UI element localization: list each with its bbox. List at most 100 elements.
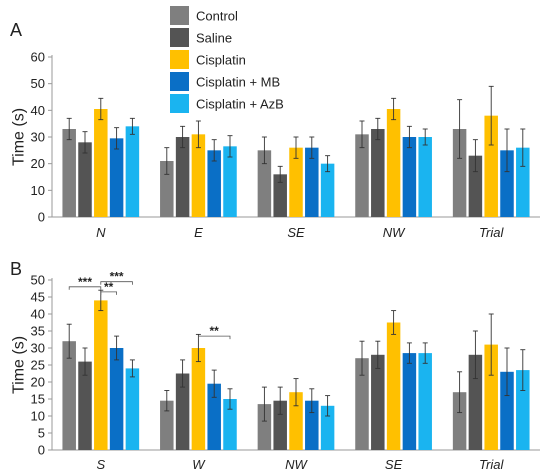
legend-swatch <box>170 94 189 113</box>
bar <box>257 404 272 450</box>
y-axis-title: Time (s) <box>11 108 28 166</box>
legend-label: Saline <box>196 31 232 46</box>
bar <box>468 354 483 450</box>
significance-label: ** <box>210 324 220 338</box>
y-tick-label: 30 <box>31 341 45 356</box>
y-tick-label: 0 <box>38 210 45 225</box>
significance-bracket <box>68 286 102 290</box>
legend-label: Cisplatin + MB <box>196 75 280 90</box>
bar <box>484 344 498 450</box>
bar <box>516 147 530 217</box>
y-tick-label: 50 <box>31 76 45 91</box>
significance-bracket <box>198 335 231 340</box>
bar <box>500 150 514 217</box>
bar <box>160 400 174 450</box>
category-label: Trial <box>479 225 504 240</box>
y-tick-label: 20 <box>31 156 45 171</box>
category-label: NW <box>285 457 308 472</box>
y-tick-label: 10 <box>31 183 45 198</box>
bar <box>500 371 514 450</box>
legend-label: Control <box>196 9 238 24</box>
category-label: E <box>194 225 203 240</box>
bar <box>371 129 385 217</box>
bar <box>223 399 237 450</box>
legend-swatch <box>170 6 189 25</box>
category-label: N <box>96 225 106 240</box>
legend-swatch <box>170 28 189 47</box>
bar <box>355 134 369 217</box>
significance-label: *** <box>110 270 124 284</box>
legend-swatch <box>170 72 189 91</box>
legend: Control Saline Cisplatin Cisplatin + MB Cisp… <box>170 6 284 113</box>
y-tick-label: 50 <box>31 273 45 288</box>
bar <box>175 373 190 450</box>
panel-a: A Time (s) 0 10 20 30 40 50 60 N E SE NW Trial <box>10 20 540 240</box>
bar <box>371 354 385 450</box>
y-tick-label: 30 <box>31 130 45 145</box>
y-tick-label: 60 <box>31 50 45 65</box>
bar <box>125 368 140 450</box>
category-label: S <box>96 457 105 472</box>
bar <box>305 400 319 450</box>
bar <box>78 361 92 450</box>
category-label: W <box>192 457 206 472</box>
bar <box>484 115 498 217</box>
legend-label: Cisplatin + AzB <box>196 97 284 112</box>
bar <box>273 400 287 450</box>
panel-label: B <box>10 259 22 279</box>
bar <box>207 150 221 217</box>
bar <box>207 383 221 450</box>
y-tick-label: 40 <box>31 103 45 118</box>
bar <box>257 150 272 217</box>
bar <box>175 137 190 217</box>
bar <box>223 146 237 217</box>
bar <box>289 147 303 217</box>
bar <box>418 353 432 450</box>
bar <box>468 155 483 217</box>
bar <box>160 161 174 217</box>
category-label: Trial <box>479 457 504 472</box>
bar <box>289 392 303 450</box>
bar <box>320 163 335 217</box>
bar <box>402 137 417 217</box>
bar <box>305 147 319 217</box>
bar <box>418 137 432 217</box>
y-tick-label: 20 <box>31 375 45 390</box>
bar <box>355 358 369 450</box>
significance-bracket <box>100 281 133 285</box>
significance-bracket <box>100 291 117 295</box>
bar <box>94 300 108 450</box>
category-label: SE <box>287 225 305 240</box>
bar <box>452 129 467 217</box>
bar <box>109 138 124 217</box>
bar <box>78 142 92 217</box>
bar <box>125 126 140 217</box>
significance-label: *** <box>78 275 92 289</box>
y-tick-label: 25 <box>31 358 45 373</box>
legend-label: Cisplatin <box>196 53 246 68</box>
y-tick-label: 0 <box>38 443 45 458</box>
y-tick-label: 10 <box>31 409 45 424</box>
bar <box>273 174 287 217</box>
y-tick-label: 45 <box>31 290 45 305</box>
category-label: SE <box>385 457 403 472</box>
panel-b: B Time (s) 0 5 10 15 20 25 30 35 40 45 50 S W NW SE Trial… <box>10 259 540 472</box>
bar <box>191 348 206 450</box>
bar <box>386 109 401 217</box>
bar <box>191 134 206 217</box>
bar <box>516 370 530 450</box>
panel-label: A <box>10 20 22 40</box>
bar <box>62 341 76 450</box>
bar <box>109 348 124 450</box>
bar <box>386 322 401 450</box>
bar <box>94 109 108 217</box>
bar <box>452 392 467 450</box>
y-tick-label: 35 <box>31 324 45 339</box>
y-tick-label: 5 <box>38 426 45 441</box>
significance-label: ** <box>104 280 114 294</box>
bar <box>320 405 335 450</box>
bar <box>402 353 417 450</box>
y-tick-label: 15 <box>31 392 45 407</box>
bar <box>62 129 76 217</box>
